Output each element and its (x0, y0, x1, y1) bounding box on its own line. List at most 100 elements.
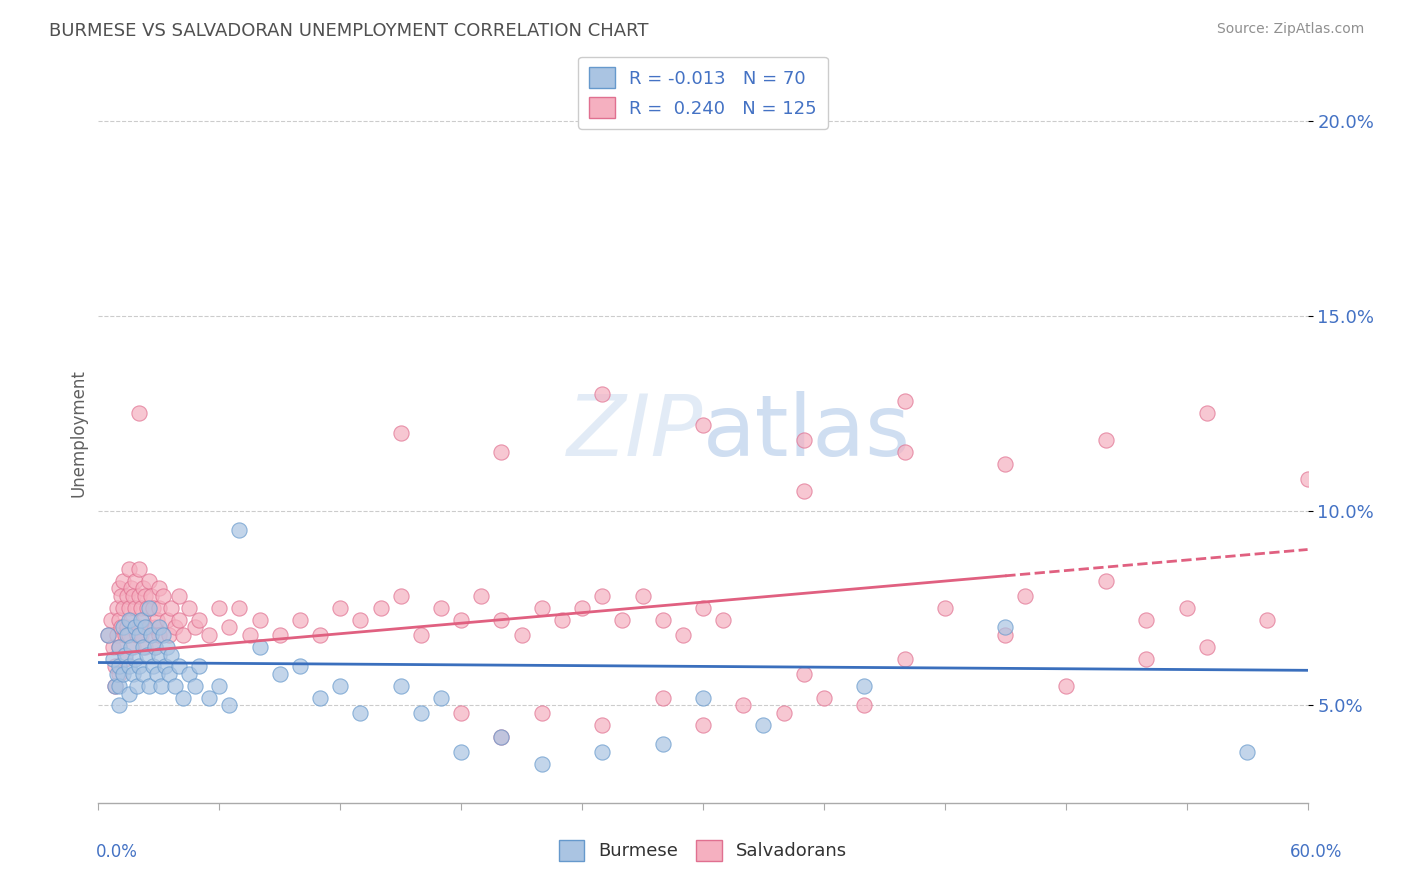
Point (167, 659, 190, 673)
Point (389, 425, 412, 440)
Point (692, 718, 714, 732)
Point (934, 601, 956, 615)
Point (184, 679, 207, 693)
Point (128, 628, 150, 642)
Point (853, 698, 876, 713)
Point (309, 628, 332, 642)
Point (103, 679, 125, 693)
Point (172, 690, 194, 705)
Point (288, 613, 311, 627)
Legend: Burmese, Salvadorans: Burmese, Salvadorans (551, 832, 855, 868)
Point (530, 706, 553, 721)
Point (120, 582, 142, 596)
Point (110, 620, 132, 634)
Point (450, 745, 472, 759)
Point (135, 648, 157, 662)
Point (228, 523, 250, 537)
Point (179, 601, 201, 615)
Point (160, 601, 183, 615)
Point (121, 589, 143, 603)
Point (111, 601, 134, 615)
Point (148, 628, 170, 642)
Point (994, 457, 1017, 471)
Point (115, 628, 138, 642)
Point (692, 690, 714, 705)
Point (198, 690, 221, 705)
Point (692, 601, 714, 615)
Text: Source: ZipAtlas.com: Source: ZipAtlas.com (1216, 22, 1364, 37)
Text: BURMESE VS SALVADORAN UNEMPLOYMENT CORRELATION CHART: BURMESE VS SALVADORAN UNEMPLOYMENT CORRE… (49, 22, 648, 40)
Point (309, 690, 332, 705)
Point (1236, 745, 1258, 759)
Point (156, 613, 179, 627)
Point (813, 690, 835, 705)
Point (733, 698, 755, 713)
Point (121, 667, 143, 681)
Point (107, 582, 129, 596)
Point (208, 679, 231, 693)
Point (893, 445, 915, 459)
Point (1135, 651, 1157, 665)
Point (143, 620, 166, 634)
Point (551, 613, 574, 627)
Point (269, 667, 291, 681)
Point (249, 640, 271, 654)
Point (114, 648, 136, 662)
Point (146, 613, 169, 627)
Text: 0.0%: 0.0% (96, 843, 138, 861)
Point (118, 562, 141, 576)
Point (101, 640, 124, 654)
Point (107, 679, 129, 693)
Point (103, 679, 125, 693)
Point (893, 394, 915, 409)
Point (115, 620, 138, 634)
Point (107, 659, 129, 673)
Point (430, 690, 453, 705)
Point (115, 589, 138, 603)
Point (163, 679, 186, 693)
Point (1195, 640, 1218, 654)
Point (349, 613, 371, 627)
Point (143, 640, 166, 654)
Point (118, 613, 141, 627)
Point (167, 589, 190, 603)
Point (1175, 601, 1198, 615)
Point (101, 651, 124, 665)
Point (153, 659, 176, 673)
Point (571, 601, 593, 615)
Point (651, 613, 673, 627)
Point (148, 601, 170, 615)
Point (114, 628, 136, 642)
Point (370, 601, 392, 615)
Point (124, 574, 146, 588)
Point (591, 589, 613, 603)
Point (491, 445, 513, 459)
Point (125, 679, 148, 693)
Point (148, 620, 170, 634)
Point (107, 613, 129, 627)
Point (198, 628, 221, 642)
Point (142, 659, 165, 673)
Point (157, 667, 180, 681)
Point (97, 628, 120, 642)
Point (389, 679, 412, 693)
Point (591, 386, 613, 401)
Point (107, 640, 129, 654)
Point (118, 659, 141, 673)
Point (409, 628, 432, 642)
Point (157, 628, 180, 642)
Point (129, 601, 152, 615)
Point (156, 640, 179, 654)
Point (125, 628, 148, 642)
Point (124, 620, 146, 634)
Point (893, 651, 915, 665)
Point (111, 574, 134, 588)
Point (711, 613, 734, 627)
Point (134, 640, 156, 654)
Point (129, 613, 152, 627)
Point (149, 679, 172, 693)
Point (1256, 613, 1278, 627)
Point (110, 589, 132, 603)
Point (651, 737, 673, 751)
Point (184, 620, 207, 634)
